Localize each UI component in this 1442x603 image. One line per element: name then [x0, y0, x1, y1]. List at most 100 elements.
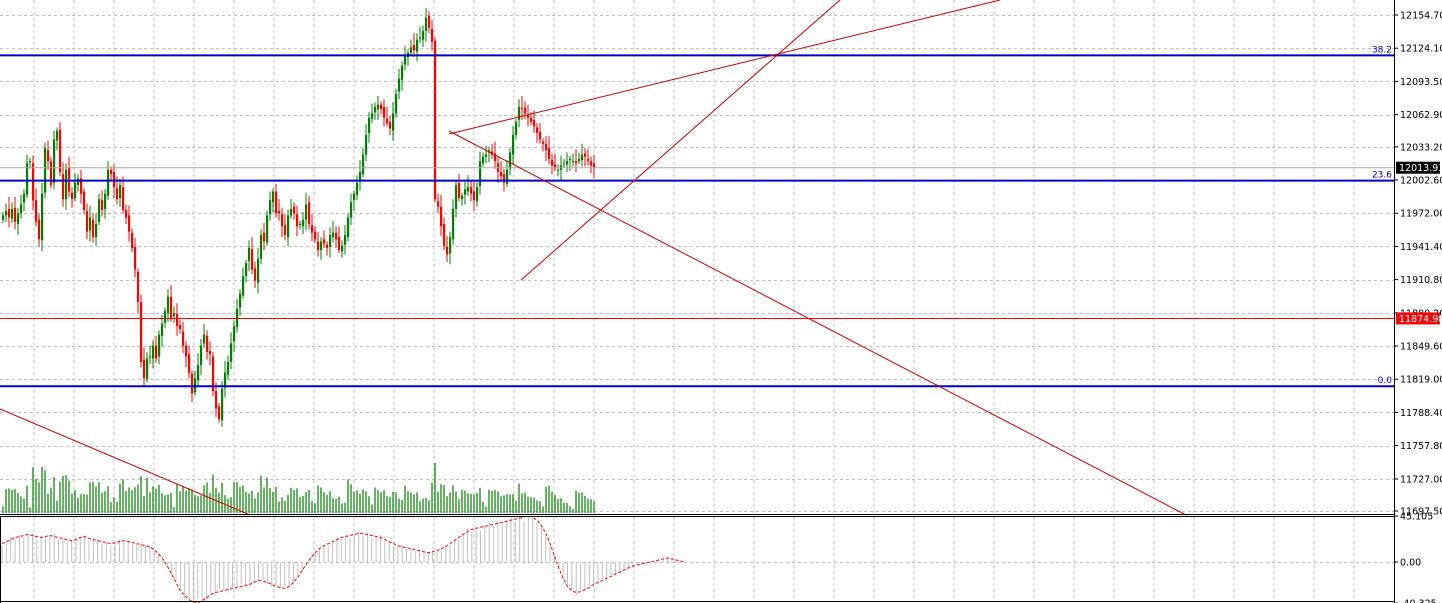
y-tick-label: 12062.90: [1400, 110, 1442, 121]
candle-body: [263, 232, 266, 242]
candle-body: [89, 217, 92, 231]
candle-body: [260, 234, 263, 259]
candle-body: [158, 334, 161, 357]
candle-body: [323, 239, 326, 244]
candle-body: [41, 193, 44, 241]
candle-body: [197, 365, 200, 381]
candle-body: [389, 122, 392, 129]
candle-body: [32, 163, 35, 201]
candle-body: [227, 361, 230, 375]
candle-body: [464, 189, 467, 195]
trendline: [0, 408, 251, 516]
candle-body: [185, 345, 188, 357]
candle-body: [482, 156, 485, 164]
y-tick-label: 11910.80: [1400, 275, 1442, 286]
y-tick-label: 12154.70: [1400, 11, 1442, 22]
candle-body: [290, 208, 293, 216]
y-tick-label: 11972.00: [1400, 209, 1442, 220]
candle-body: [20, 204, 23, 214]
candle-body: [449, 237, 452, 254]
y-tick-label: 12033.20: [1400, 142, 1442, 153]
candle-body: [419, 37, 422, 39]
candle-body: [326, 244, 329, 248]
candle-body: [161, 323, 164, 336]
candle-body: [578, 158, 581, 162]
trendline: [448, 0, 1001, 135]
level-price-label: 11874.98: [1399, 314, 1442, 325]
candle-body: [233, 326, 236, 342]
candle-body: [167, 296, 170, 314]
candle-body: [311, 225, 314, 233]
current-price-label: 12013.93: [1399, 163, 1442, 174]
candle-body: [338, 237, 341, 251]
candle-body: [446, 246, 449, 255]
candle-body: [71, 192, 74, 200]
candle-body: [59, 129, 62, 172]
candle-body: [524, 107, 527, 114]
candle-body: [215, 391, 218, 409]
candle-body: [302, 219, 305, 227]
candle-body: [314, 231, 317, 240]
candle-body: [335, 232, 338, 240]
candle-body: [518, 106, 521, 120]
candle-body: [371, 113, 374, 119]
candle-body: [515, 122, 518, 136]
candle-body: [587, 158, 590, 162]
trendline: [448, 130, 1187, 516]
candle-body: [380, 104, 383, 110]
candle-body: [74, 182, 77, 199]
candle-body: [86, 211, 89, 232]
candle-body: [92, 219, 95, 238]
candle-body: [440, 206, 443, 227]
candle-body: [422, 30, 425, 40]
candle-body: [536, 127, 539, 133]
candle-body: [53, 139, 56, 183]
candle-body: [299, 224, 302, 226]
candle-body: [239, 293, 242, 308]
candle-body: [416, 39, 419, 52]
candle-body: [275, 191, 278, 214]
candle-body: [281, 214, 284, 227]
oscillator-y-tick-label: -40.325: [1400, 599, 1437, 603]
candle-body: [581, 154, 584, 161]
candle-body: [68, 167, 71, 192]
candle-body: [236, 308, 239, 328]
candle-body: [206, 335, 209, 353]
candle-body: [113, 171, 116, 188]
candle-body: [551, 160, 554, 166]
candle-body: [80, 178, 83, 194]
candle-body: [128, 215, 131, 232]
candle-body: [188, 354, 191, 373]
candle-body: [434, 40, 437, 200]
y-tick-label: 11819.00: [1400, 375, 1442, 386]
candle-body: [155, 345, 158, 359]
candle-body: [470, 187, 473, 194]
candle-body: [2, 215, 5, 220]
y-tick-label: 12124.10: [1400, 44, 1442, 55]
candle-body: [95, 224, 98, 238]
candle-body: [26, 163, 29, 195]
candle-body: [305, 204, 308, 220]
candle-body: [173, 313, 176, 317]
candle-body: [23, 193, 26, 203]
candle-body: [500, 171, 503, 177]
oscillator-histogram: [1, 512, 682, 603]
candle-body: [584, 153, 587, 157]
candle-body: [341, 245, 344, 252]
oscillator-y-tick-label: 0.00: [1400, 558, 1421, 569]
candle-body: [122, 187, 125, 210]
candle-body: [83, 191, 86, 210]
candle-body: [365, 135, 368, 155]
volume-bars: [2, 463, 595, 513]
candle-body: [14, 207, 17, 222]
candle-body: [392, 113, 395, 131]
main-grid: [0, 0, 1394, 513]
candle-body: [458, 182, 461, 199]
candle-body: [431, 28, 434, 42]
candle-body: [143, 359, 146, 379]
y-tick-label: 11697.50: [1400, 507, 1442, 518]
candle-body: [572, 161, 575, 163]
candle-body: [29, 161, 32, 163]
y-tick-label: 11757.80: [1400, 441, 1442, 452]
candle-body: [593, 163, 596, 168]
